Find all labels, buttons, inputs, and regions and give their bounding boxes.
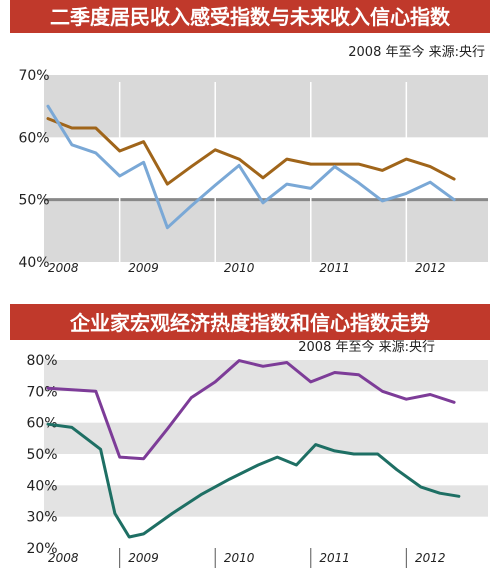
chart-2-x-axis: 2008 2009 2010 2011 2012 (48, 551, 445, 565)
chart-2-x-tick-label: 2009 (128, 551, 159, 565)
chart-1-y-tick-label: 60% (18, 130, 49, 146)
chart-2-gridlines (119, 548, 407, 568)
chart-2-x-tick-label: 2008 (48, 551, 79, 565)
chart-1-y-tick-label: 40% (18, 255, 49, 271)
chart-2-x-tick-label: 2011 (319, 551, 350, 565)
chart-2-y-tick-label: 50% (26, 447, 57, 463)
chart-1-band-1 (44, 199, 488, 262)
chart-1-band-0 (44, 75, 488, 138)
chart-2-y-axis: 80% 70% 60% 50% 40% 30% 20% (26, 353, 57, 557)
chart-2-y-tick-label: 20% (26, 541, 57, 557)
chart-1-x-axis: 2008 2009 2010 2011 2012 (48, 261, 445, 275)
chart-2-y-tick-label: 30% (26, 510, 57, 526)
chart-1-y-axis: 70% 60% 50% 40% (18, 68, 49, 271)
chart-2-subtitle: 2008 年至今 来源:央行 (298, 339, 435, 355)
chart-2-y-tick-label: 80% (26, 353, 57, 369)
chart-2-x-tick-label: 2012 (415, 551, 446, 565)
chart-2-band-1 (44, 422, 488, 454)
chart-1-x-tick-label: 2009 (128, 261, 159, 275)
chart-1-title: 二季度居民收入感受指数与未来收入信心指数 (50, 5, 451, 29)
chart-1-x-tick-label: 2011 (319, 261, 350, 275)
chart-1-x-tick-label: 2012 (415, 261, 446, 275)
chart-1-series-line-2 (46, 104, 456, 230)
chart-1-background-bands (44, 75, 488, 262)
chart-1-title-bar (10, 0, 490, 33)
chart-1-series-line-1 (46, 117, 456, 186)
chart-1-y-tick-label: 50% (18, 193, 49, 209)
chart-2-x-tick-label: 2010 (224, 551, 255, 565)
chart-1-header: 二季度居民收入感受指数与未来收入信心指数 2008 年至今 来源:央行 (10, 0, 490, 60)
chart-2-y-tick-label: 40% (26, 478, 57, 494)
chart-2-title: 企业家宏观经济热度指数和信心指数走势 (69, 311, 430, 335)
chart-2-header: 企业家宏观经济热度指数和信心指数走势 2008 年至今 来源:央行 (10, 304, 490, 355)
chart-2-y-tick-label: 70% (26, 384, 57, 400)
chart-1-x-tick-label: 2008 (48, 261, 79, 275)
chart-2-band-2 (44, 485, 488, 517)
chart-2-series-line-1 (46, 359, 456, 461)
chart-1-y-tick-label: 70% (18, 68, 49, 84)
chart-2-y-tick-label: 60% (26, 416, 57, 432)
chart-1-series (46, 104, 456, 230)
chart-1-subtitle: 2008 年至今 来源:央行 (348, 44, 485, 60)
chart-2-title-bar (10, 304, 490, 340)
chart-1-x-tick-label: 2010 (224, 261, 255, 275)
chart-2-series-line-2 (46, 422, 461, 539)
chart-2-series (46, 359, 461, 539)
